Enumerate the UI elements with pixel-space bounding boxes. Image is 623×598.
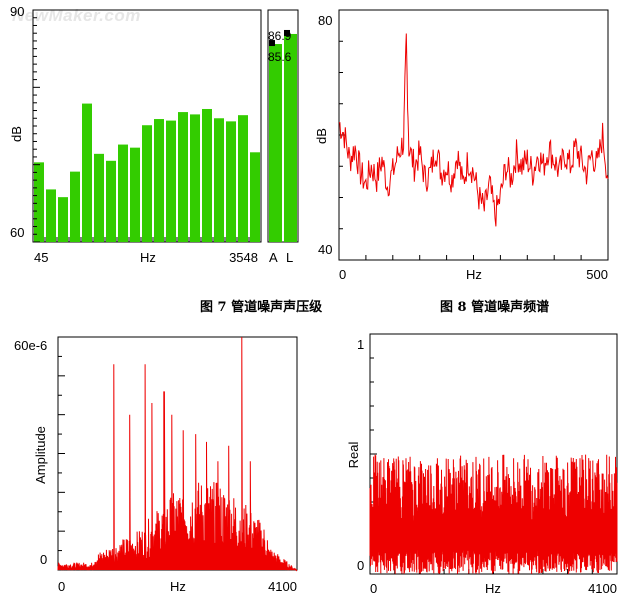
caption-fig8: 图 8 管道噪声频谱 <box>440 300 550 315</box>
spectrum-bar <box>130 147 140 242</box>
bar-y-tick-bottom: 60 <box>10 225 24 240</box>
total-bar-l <box>284 33 297 243</box>
amplitude-x-tick-end: 4100 <box>268 579 297 594</box>
noise-spectrum-chart: 80 dB 40 0 Hz 500 <box>314 9 609 282</box>
noise-spectrum-line <box>338 33 609 227</box>
spectrum-bar <box>34 162 44 242</box>
spectrum-bar <box>142 125 152 242</box>
total-levels-chart: 86.9 85.6 A L <box>267 9 299 265</box>
spectrum-bar <box>154 119 164 242</box>
real-y-tick-bottom: 0 <box>357 558 364 573</box>
spectrum-bar <box>202 108 212 242</box>
bar-x-axis-label: Hz <box>140 250 156 265</box>
spectrum-bar <box>214 118 224 242</box>
spectrum-bar <box>70 171 80 242</box>
total-cat-a: A <box>269 250 278 265</box>
real-spectrum-chart: 1 Real 0 0 Hz 4100 <box>346 333 618 596</box>
real-x-axis-label: Hz <box>485 581 501 596</box>
amplitude-x-axis-label: Hz <box>170 579 186 594</box>
spectrum-bar <box>94 153 104 242</box>
real-spectrum-line <box>369 454 618 575</box>
real-x-tick-start: 0 <box>370 581 377 596</box>
spectrum-bar <box>82 103 92 242</box>
bar-y-ticks <box>32 9 262 243</box>
spectrum-bar <box>58 197 68 242</box>
bar-x-tick-end: 3548 <box>229 250 258 265</box>
amplitude-spectrum-line <box>57 336 298 572</box>
total-value-label-l: 86.9 <box>268 29 292 43</box>
total-plot-frame <box>267 9 299 243</box>
total-bars <box>269 29 297 243</box>
bar-y-tick-top: 90 <box>10 4 24 19</box>
amplitude-x-tick-start: 0 <box>58 579 65 594</box>
spectrum-bar <box>106 160 116 242</box>
real-x-tick-end: 4100 <box>588 581 617 596</box>
spectrum-bar <box>190 114 200 242</box>
noise-y-ticks <box>338 9 609 261</box>
spectrum-bar <box>250 152 260 242</box>
noise-x-axis-label: Hz <box>466 267 482 282</box>
real-y-tick-top: 1 <box>357 337 364 352</box>
total-bar-a <box>269 44 282 242</box>
noise-y-axis-label: dB <box>314 128 329 144</box>
caption-fig7: 图 7 管道噪声声压级 <box>200 300 323 315</box>
bar-spectrum-chart: 90 dB 60 45 Hz 3548 <box>9 4 262 265</box>
noise-y-tick-top: 80 <box>318 13 332 28</box>
amplitude-y-tick-bottom: 0 <box>40 552 47 567</box>
amplitude-spectrum-chart: 60e-6 Amplitude 0 0 Hz 4100 <box>14 336 298 594</box>
spectrum-bar <box>238 115 248 242</box>
total-value-label-a: 85.6 <box>268 50 292 64</box>
spectrum-bar <box>178 112 188 242</box>
amplitude-y-axis-label: Amplitude <box>33 426 48 484</box>
spectrum-bar <box>46 189 56 242</box>
spectrum-bar <box>118 144 128 242</box>
watermark: NewMaker.com <box>12 6 141 25</box>
real-y-axis-label: Real <box>346 442 361 469</box>
bar-x-tick-start: 45 <box>34 250 48 265</box>
bar-y-axis-label: dB <box>9 126 24 142</box>
noise-x-tick-end: 500 <box>586 267 608 282</box>
bar-series <box>34 103 260 242</box>
noise-y-tick-bottom: 40 <box>318 242 332 257</box>
total-cat-l: L <box>286 250 293 265</box>
total-bar-marker <box>284 29 290 36</box>
noise-plot-frame <box>338 9 609 261</box>
spectrum-bar <box>226 121 236 242</box>
spectrum-bar <box>166 120 176 242</box>
noise-x-tick-start: 0 <box>339 267 346 282</box>
amplitude-y-tick-top: 60e-6 <box>14 338 47 353</box>
total-bar-marker <box>269 40 275 47</box>
